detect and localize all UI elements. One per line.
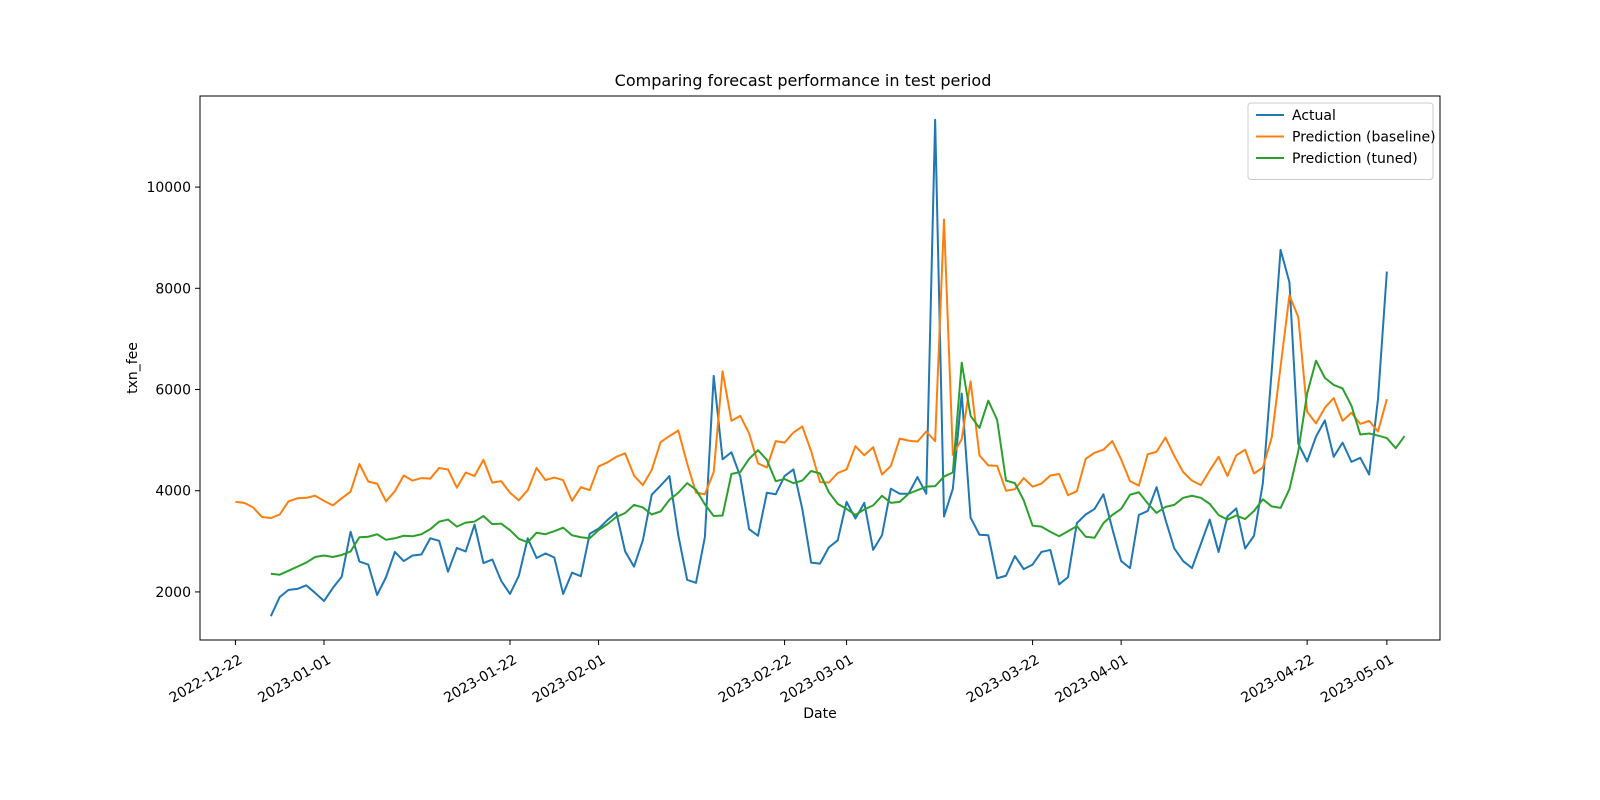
plot-border <box>199 95 1441 641</box>
legend-label-prediction-tuned: Prediction (tuned) <box>1292 151 1418 167</box>
legend-box <box>1247 102 1434 180</box>
y-tick-label: 8000 <box>155 281 191 297</box>
legend: Actual Prediction (baseline) Prediction (t… <box>1247 102 1436 180</box>
x-axis-label: Date <box>803 706 836 722</box>
y-tick-label: 10000 <box>146 180 191 196</box>
y-tick-label: 4000 <box>155 484 191 500</box>
legend-label-prediction-baseline: Prediction (baseline) <box>1292 130 1436 146</box>
plot-area <box>199 95 1441 641</box>
y-tick-label: 2000 <box>155 585 191 601</box>
legend-label-actual: Actual <box>1292 108 1336 124</box>
plot-frame <box>200 96 1440 640</box>
series-line-actual <box>269 118 1388 617</box>
series-line-prediction-baseline <box>235 218 1388 520</box>
series-line-prediction-tuned <box>270 359 1406 576</box>
y-axis: 2000 4000 6000 8000 10000 <box>146 180 200 601</box>
series-lines <box>235 118 1406 617</box>
y-axis-label: txn_fee <box>125 342 141 394</box>
chart-title: Comparing forecast performance in test p… <box>615 71 992 90</box>
y-tick-label: 6000 <box>155 383 191 399</box>
